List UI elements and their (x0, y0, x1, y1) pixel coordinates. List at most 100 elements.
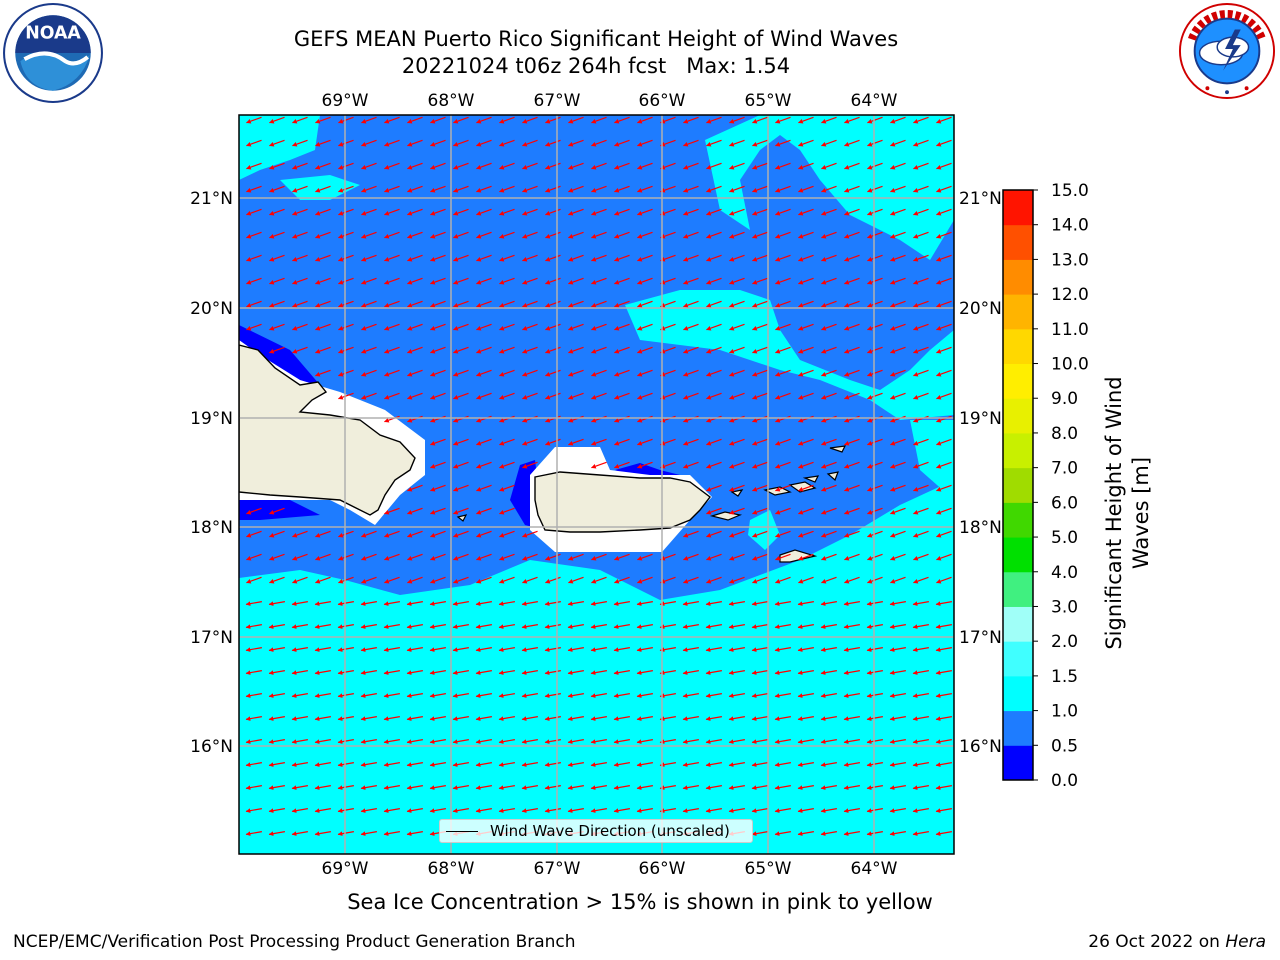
wave-direction-arrow (867, 576, 883, 584)
wave-direction-arrow (246, 208, 262, 216)
wave-direction-arrow (729, 323, 745, 331)
wave-direction-arrow (430, 323, 446, 331)
wave-direction-arrow (844, 438, 860, 446)
wave-direction-arrow (246, 323, 262, 331)
wave-direction-arrow (867, 346, 883, 354)
wave-direction-arrow (292, 254, 308, 262)
wave-direction-arrow (314, 601, 331, 607)
wave-direction-arrow (430, 507, 446, 515)
wave-direction-arrow (867, 116, 883, 124)
wave-direction-arrow (706, 208, 722, 216)
wave-direction-arrow (338, 208, 354, 216)
wave-direction-arrow (775, 208, 791, 216)
wave-field-1.0-1.5-ne (705, 115, 954, 260)
wave-direction-arrow (798, 392, 814, 400)
wave-direction-arrow (590, 601, 607, 607)
wave-direction-arrow (315, 208, 331, 216)
wave-direction-arrow (407, 369, 423, 377)
wave-direction-arrow (752, 277, 768, 285)
wave-direction-arrow (590, 647, 607, 653)
wave-direction-arrow (913, 277, 929, 285)
wave-direction-arrow (453, 139, 469, 147)
wave-direction-arrow (821, 392, 837, 400)
wave-direction-arrow (269, 507, 285, 515)
wave-direction-arrow (337, 601, 354, 607)
wave-direction-arrow (636, 739, 653, 745)
wave-direction-arrow (545, 300, 561, 308)
map-area[interactable] (239, 115, 954, 854)
map-legend: Wind Wave Direction (unscaled) (439, 819, 753, 843)
wave-direction-arrow (729, 415, 745, 423)
wave-direction-arrow (705, 601, 722, 607)
lon-label: 68°W (428, 91, 475, 111)
wave-direction-arrow (775, 530, 791, 538)
wave-direction-arrow (521, 785, 538, 791)
wave-direction-arrow (315, 162, 331, 170)
wave-direction-arrow (706, 346, 722, 354)
wave-direction-arrow (867, 438, 883, 446)
wave-direction-arrow (498, 693, 515, 699)
wave-direction-arrow (476, 231, 492, 239)
wave-direction-arrow (452, 739, 469, 745)
wave-direction-arrow (844, 530, 860, 538)
wave-direction-arrow (660, 461, 676, 469)
wave-direction-arrow (361, 254, 377, 262)
wave-direction-arrow (844, 461, 860, 469)
wave-direction-arrow (406, 716, 423, 722)
wave-direction-arrow (843, 831, 860, 837)
footer-date-text: 26 Oct 2022 on (1088, 932, 1226, 952)
wave-direction-arrow (936, 392, 952, 400)
lat-label: 20°N (190, 299, 233, 319)
wave-direction-arrow (499, 277, 515, 285)
lat-label: 18°N (959, 518, 1002, 538)
wave-direction-arrow (797, 601, 814, 607)
wave-direction-arrow (844, 185, 860, 193)
wave-direction-arrow (499, 208, 515, 216)
wave-direction-arrow (429, 785, 446, 791)
wave-direction-arrow (568, 277, 584, 285)
wave-direction-arrow (246, 185, 262, 193)
wave-direction-arrow (890, 369, 906, 377)
wave-direction-arrow (591, 323, 607, 331)
colorbar-tick-label: 11.0 (1051, 320, 1089, 340)
lon-label: 67°W (534, 91, 581, 111)
wave-direction-arrow (291, 693, 308, 699)
wave-direction-arrow (728, 716, 745, 722)
wave-direction-arrow (337, 647, 354, 653)
wave-direction-arrow (383, 624, 400, 630)
wave-direction-arrow (729, 277, 745, 285)
wave-direction-arrow (361, 139, 377, 147)
wave-direction-arrow (315, 300, 331, 308)
wave-direction-arrow (314, 716, 331, 722)
wave-direction-arrow (475, 601, 492, 607)
wave-direction-arrow (935, 647, 952, 653)
wave-direction-arrow (637, 300, 653, 308)
colorbar-swatch (1003, 537, 1033, 573)
wave-direction-arrow (912, 762, 929, 768)
wave-direction-arrow (774, 647, 791, 653)
wave-direction-arrow (751, 647, 768, 653)
lat-label: 19°N (959, 409, 1002, 429)
wave-direction-arrow (430, 484, 446, 492)
wave-direction-arrow (568, 438, 584, 446)
wave-direction-arrow (268, 670, 285, 676)
wave-direction-arrow (545, 231, 561, 239)
wave-direction-arrow (912, 693, 929, 699)
wave-direction-arrow (568, 116, 584, 124)
wave-direction-arrow (591, 553, 607, 561)
wave-direction-arrow (245, 670, 262, 676)
wave-direction-arrow (591, 346, 607, 354)
wave-direction-arrow (660, 392, 676, 400)
wave-direction-arrow (314, 670, 331, 676)
wave-direction-arrow (936, 116, 952, 124)
wave-direction-arrow (568, 208, 584, 216)
wave-direction-arrow (935, 716, 952, 722)
wave-direction-arrow (867, 369, 883, 377)
wave-direction-arrow (729, 392, 745, 400)
wave-direction-arrow (545, 576, 561, 584)
wave-direction-arrow (361, 116, 377, 124)
wave-direction-arrow (545, 208, 561, 216)
wave-direction-arrow (407, 208, 423, 216)
wave-direction-arrow (728, 647, 745, 653)
wave-direction-arrow (798, 530, 814, 538)
